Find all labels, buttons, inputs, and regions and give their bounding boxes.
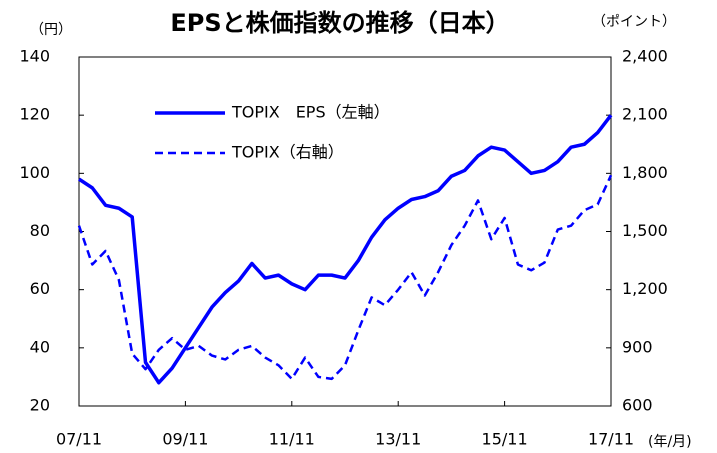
legend-label: TOPIX EPS（左軸） [231, 103, 390, 122]
y2-tick-label: 1,500 [622, 221, 668, 240]
y-tick-label: 80 [30, 221, 50, 240]
y-axis-label: （円） [30, 22, 72, 38]
y-tick-label: 60 [30, 279, 50, 298]
x-tick-label: 09/11 [162, 430, 208, 449]
y2-tick-label: 1,200 [622, 279, 668, 298]
y2-tick-label: 900 [622, 337, 653, 356]
x-axis-label: (年/月) [648, 434, 692, 450]
y2-axis-label: （ポイント） [592, 14, 676, 30]
y-tick-label: 40 [30, 337, 50, 356]
x-tick-label: 13/11 [375, 430, 421, 449]
chart-title: EPSと株価指数の推移（日本） [170, 9, 509, 37]
y-tick-label: 140 [19, 47, 50, 66]
series-line [78, 114, 613, 385]
x-tick-label: 17/11 [588, 430, 634, 449]
series-line [77, 174, 613, 381]
y-tick-label: 20 [30, 396, 50, 415]
x-tick-label: 15/11 [482, 430, 528, 449]
y-tick-label: 100 [19, 163, 50, 182]
x-tick-label: 07/11 [56, 430, 102, 449]
y-tick-label: 120 [19, 105, 50, 124]
y2-tick-label: 2,400 [622, 47, 668, 66]
y2-tick-label: 600 [622, 396, 653, 415]
legend-label: TOPIX（右軸） [231, 143, 344, 162]
y2-tick-label: 1,800 [622, 163, 668, 182]
x-tick-label: 11/11 [269, 430, 315, 449]
y2-tick-label: 2,100 [622, 105, 668, 124]
